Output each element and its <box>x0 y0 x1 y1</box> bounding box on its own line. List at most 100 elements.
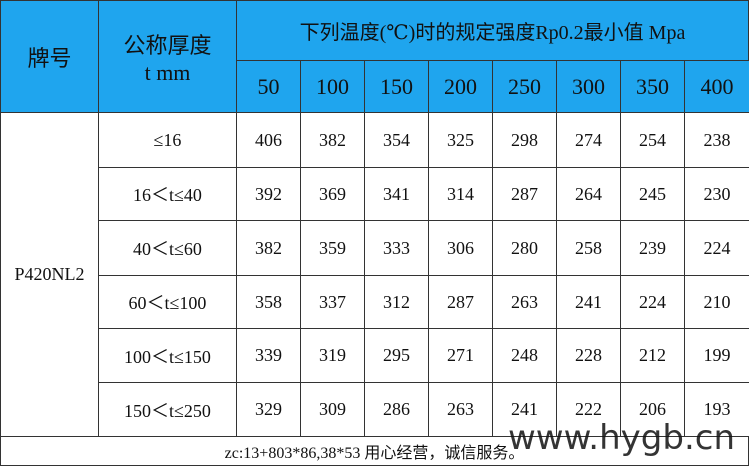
value-cell: 228 <box>556 328 621 383</box>
value-cell: 314 <box>428 167 493 221</box>
header-temp: 300 <box>556 60 621 113</box>
cell-text: zc:13+803*86,38*53 用心经营，诚信服务。 <box>224 445 525 462</box>
value-cell: 306 <box>428 220 493 276</box>
value-cell: 199 <box>684 328 749 383</box>
header-temp: 50 <box>236 60 301 113</box>
header-grade: 牌号 <box>0 0 99 113</box>
value-cell: 295 <box>364 328 429 383</box>
cell-text: 300 <box>572 73 605 99</box>
header-temp: 350 <box>620 60 685 113</box>
value-cell: 382 <box>236 220 301 276</box>
cell-text: 241 <box>511 399 538 419</box>
value-cell: 224 <box>620 275 685 329</box>
value-cell: 309 <box>300 382 365 437</box>
watermark: www.hygb.cn <box>508 418 735 458</box>
value-cell: 245 <box>620 167 685 221</box>
value-cell: 241 <box>556 275 621 329</box>
value-cell: 280 <box>492 220 557 276</box>
thickness-cell: 60＜t≤100 <box>98 275 237 329</box>
header-temp: 250 <box>492 60 557 113</box>
cell-text: 公称厚度 <box>123 32 212 58</box>
cell-text: 359 <box>319 237 346 258</box>
cell-text: 341 <box>383 183 410 204</box>
cell-text: 206 <box>639 399 666 419</box>
cell-text: 271 <box>447 345 474 365</box>
cell-text: 193 <box>703 399 731 419</box>
value-cell: 337 <box>300 275 365 329</box>
cell-text: 392 <box>255 183 282 204</box>
cell-text: 100＜t≤150 <box>124 346 211 367</box>
value-cell: 286 <box>364 382 429 437</box>
value-cell: 312 <box>364 275 429 329</box>
cell-text: 337 <box>319 291 346 312</box>
value-cell: 406 <box>236 112 301 168</box>
cell-text: 150 <box>380 73 413 99</box>
header-thickness: 公称厚度 t mm <box>98 0 237 113</box>
cell-text: 212 <box>639 345 666 365</box>
cell-text: 199 <box>703 345 731 365</box>
value-cell: 258 <box>556 220 621 276</box>
value-cell: 263 <box>428 382 493 437</box>
value-cell: 358 <box>236 275 301 329</box>
cell-text: 358 <box>255 291 282 312</box>
cell-text: 224 <box>639 291 666 312</box>
cell-text: 222 <box>575 399 602 419</box>
value-cell: 271 <box>428 328 493 383</box>
cell-text: 245 <box>639 183 666 204</box>
value-cell: 359 <box>300 220 365 276</box>
value-cell: 248 <box>492 328 557 383</box>
cell-text: 100 <box>316 73 349 99</box>
cell-text: 224 <box>703 237 731 258</box>
cell-text: 339 <box>255 345 282 365</box>
cell-text: 238 <box>703 129 731 150</box>
cell-text: 287 <box>447 291 474 312</box>
value-cell: 287 <box>428 275 493 329</box>
value-cell: 274 <box>556 112 621 168</box>
value-cell: 392 <box>236 167 301 221</box>
cell-text: 264 <box>575 183 602 204</box>
cell-text: 263 <box>511 291 538 312</box>
value-cell: 263 <box>492 275 557 329</box>
cell-text: 150＜t≤250 <box>124 400 211 421</box>
cell-text: 286 <box>383 399 410 419</box>
cell-text: 295 <box>383 345 410 365</box>
value-cell: 287 <box>492 167 557 221</box>
grade-cell: P420NL2 <box>0 112 99 437</box>
header-temp: 100 <box>300 60 365 113</box>
value-cell: 212 <box>620 328 685 383</box>
cell-text: 354 <box>383 129 410 150</box>
value-cell: 325 <box>428 112 493 168</box>
value-cell: 333 <box>364 220 429 276</box>
cell-text: 200 <box>444 73 477 99</box>
value-cell: 224 <box>684 220 749 276</box>
value-cell: 264 <box>556 167 621 221</box>
cell-text: 382 <box>255 237 282 258</box>
cell-text: 241 <box>575 291 602 312</box>
cell-text: 250 <box>508 73 541 99</box>
thickness-cell: 16＜t≤40 <box>98 167 237 221</box>
cell-text: 306 <box>447 237 474 258</box>
cell-text: 210 <box>703 291 731 312</box>
cell-text: 239 <box>639 237 666 258</box>
cell-text: 298 <box>511 129 538 150</box>
cell-text: 312 <box>383 291 410 312</box>
cell-text: 牌号 <box>27 45 72 71</box>
thickness-cell: ≤16 <box>98 112 237 168</box>
value-cell: 254 <box>620 112 685 168</box>
cell-text: 50 <box>257 73 280 99</box>
cell-text: 274 <box>575 129 602 150</box>
cell-text: 263 <box>447 399 474 419</box>
cell-text: 40＜t≤60 <box>133 239 202 259</box>
cell-text: 254 <box>639 129 666 150</box>
value-cell: 369 <box>300 167 365 221</box>
cell-text: 下列温度(℃)时的规定强度Rp0.2最小值 Mpa <box>299 22 686 44</box>
value-cell: 210 <box>684 275 749 329</box>
cell-text: 248 <box>511 345 538 365</box>
cell-text: 258 <box>575 237 602 258</box>
header-temp-title: 下列温度(℃)时的规定强度Rp0.2最小值 Mpa <box>236 0 749 61</box>
value-cell: 354 <box>364 112 429 168</box>
cell-text: 325 <box>447 129 474 150</box>
thickness-cell: 40＜t≤60 <box>98 220 237 276</box>
cell-text: 280 <box>511 237 538 258</box>
